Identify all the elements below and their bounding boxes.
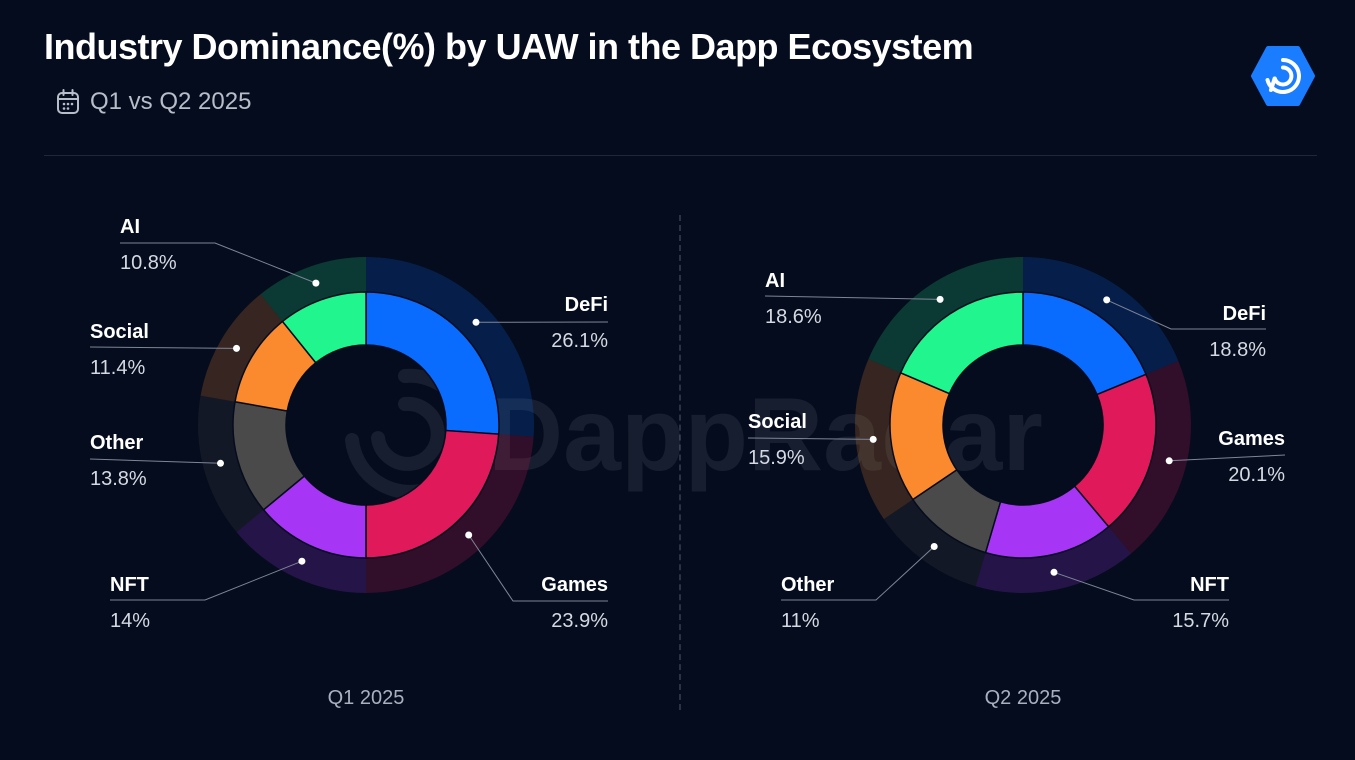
label-nft: NFT <box>110 574 149 596</box>
leader-line-nft <box>110 560 303 601</box>
value-label-ai: 10.8% <box>120 252 177 274</box>
calendar-icon <box>57 89 79 114</box>
value-label-nft: 14% <box>110 610 150 632</box>
leader-line-games <box>1169 454 1286 462</box>
chart-title: Industry Dominance(%) by UAW in the Dapp… <box>44 26 974 67</box>
label-social: Social <box>748 411 807 433</box>
slice-ai <box>281 291 367 364</box>
leader-line-social <box>89 346 237 349</box>
label-nft: NFT <box>1190 574 1229 596</box>
slice-ai <box>899 291 1024 395</box>
leader-line-other <box>89 458 221 464</box>
marker-dot-games <box>1165 457 1173 465</box>
marker-dot-nft <box>298 557 306 565</box>
marker-dot-social <box>869 435 877 443</box>
leader-line-games <box>468 534 608 602</box>
donut-q2-2025: DeFi 18.8% Games 20.1% NFT 15.7% Other 11% Socia… <box>747 257 1286 709</box>
label-ai: AI <box>765 270 785 292</box>
label-social: Social <box>90 321 149 343</box>
value-label-games: 23.9% <box>551 610 608 632</box>
leader-line-social <box>747 437 874 440</box>
halo-games <box>366 434 534 593</box>
value-label-other: 11% <box>781 610 820 632</box>
marker-dot-ai <box>936 295 944 303</box>
value-label-defi: 18.8% <box>1209 339 1266 361</box>
halo-nft <box>236 509 366 593</box>
label-games: Games <box>1218 428 1285 450</box>
halo-other <box>197 395 264 533</box>
halo-nft <box>975 526 1132 593</box>
header-divider <box>44 155 1317 156</box>
label-defi: DeFi <box>565 294 608 316</box>
halo-defi <box>1023 257 1179 375</box>
halo-ai <box>868 257 1023 373</box>
label-ai: AI <box>120 216 140 238</box>
dappradar-logo-icon <box>1251 46 1315 106</box>
subtitle-text: Q1 vs Q2 2025 <box>90 88 252 115</box>
label-other: Other <box>781 574 835 596</box>
value-label-social: 15.9% <box>748 447 805 469</box>
marker-dot-other <box>930 543 938 550</box>
halo-social <box>855 359 913 520</box>
marker-dot-games <box>465 531 473 539</box>
halo-ai <box>260 257 366 322</box>
subtitle: Q1 vs Q2 2025 <box>56 88 251 116</box>
label-games: Games <box>541 574 608 596</box>
slice-defi <box>365 291 500 435</box>
value-label-social: 11.4% <box>90 357 145 379</box>
leader-line-other <box>781 546 935 601</box>
value-label-nft: 15.7% <box>1172 610 1229 632</box>
donut-q1-2025: DeFi 26.1% Games 23.9% NFT 14% Other 13.8% Socia… <box>89 216 608 709</box>
marker-dot-defi <box>1103 296 1111 304</box>
halo-social <box>200 294 283 402</box>
leader-line-defi <box>1106 299 1266 330</box>
halo-defi <box>366 257 535 437</box>
marker-dot-ai <box>312 279 320 287</box>
marker-dot-nft <box>1050 568 1058 576</box>
value-label-other: 13.8% <box>90 468 147 490</box>
chart-separator <box>679 215 681 710</box>
chart-caption-q2-2025: Q2 2025 <box>985 687 1062 709</box>
chart-caption-q1-2025: Q1 2025 <box>328 687 405 709</box>
marker-dot-other <box>217 459 224 467</box>
leader-line-ai <box>764 295 941 300</box>
leader-line-nft <box>1053 571 1229 601</box>
leader-line-ai <box>120 242 317 284</box>
label-other: Other <box>90 432 144 454</box>
marker-dot-social <box>233 344 240 352</box>
halo-other <box>883 499 986 587</box>
value-label-defi: 26.1% <box>551 330 608 352</box>
value-label-games: 20.1% <box>1228 464 1285 486</box>
label-defi: DeFi <box>1223 303 1266 325</box>
value-label-ai: 18.6% <box>765 306 822 328</box>
marker-dot-defi <box>472 318 480 326</box>
